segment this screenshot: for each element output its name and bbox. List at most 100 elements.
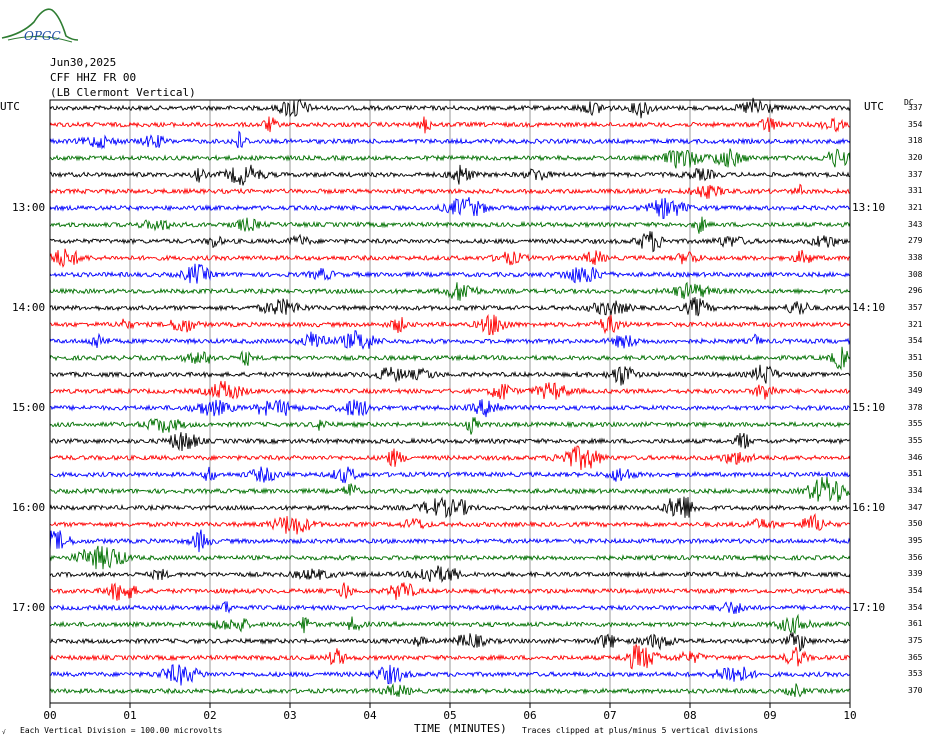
seismic-trace [49, 632, 851, 653]
seismic-trace [49, 281, 851, 301]
dc-value: 355 [908, 436, 923, 446]
right-time-label: 16:10 [852, 500, 886, 514]
x-axis-label: TIME (MINUTES) [414, 722, 507, 735]
dc-value: 339 [908, 569, 923, 579]
seismic-trace [49, 582, 851, 601]
seismic-trace [49, 398, 851, 418]
seismic-trace [49, 545, 851, 570]
x-tick-label: 08 [683, 709, 696, 722]
left-time-label: 14:00 [12, 300, 46, 314]
dc-header: DC [904, 98, 914, 107]
dc-value: 334 [908, 486, 923, 496]
right-time-label: 13:10 [852, 200, 886, 214]
dc-value: 350 [908, 369, 923, 379]
footer-corner-mark: √ [2, 729, 6, 736]
dc-value: 318 [908, 136, 923, 146]
dc-value: 349 [908, 386, 923, 396]
seismic-trace [49, 183, 850, 199]
right-time-label: 15:10 [852, 400, 886, 414]
seismic-trace [49, 197, 851, 219]
dc-value: 296 [908, 286, 923, 296]
seismic-trace [49, 477, 851, 503]
dc-value: 337 [908, 169, 923, 179]
dc-value: 361 [908, 619, 923, 629]
dc-value: 354 [908, 602, 923, 612]
seismic-trace [49, 644, 851, 670]
dc-value: 355 [908, 419, 923, 429]
x-tick-label: 06 [523, 709, 536, 722]
left-time-label: 13:00 [12, 200, 46, 214]
dc-value: 350 [908, 519, 923, 529]
left-time-label: 17:00 [12, 600, 46, 614]
seismic-traces [49, 97, 851, 698]
dc-value: 395 [908, 536, 923, 546]
dc-value: 347 [908, 502, 923, 512]
dc-value: 378 [908, 402, 923, 412]
right-time-label: 14:10 [852, 300, 886, 314]
opgc-logo: OPGC [1, 8, 79, 43]
x-tick-label: 09 [763, 709, 776, 722]
x-tick-label: 02 [203, 709, 216, 722]
seismic-trace [49, 380, 851, 400]
dc-value: 354 [908, 586, 923, 596]
left-time-label: 16:00 [12, 500, 46, 514]
seismic-trace [49, 417, 851, 435]
seismic-trace [49, 296, 851, 317]
logo-text: OPGC [24, 29, 61, 43]
header-date: Jun30,2025 [50, 56, 117, 69]
seismic-trace [49, 148, 851, 169]
dc-value: 356 [908, 552, 923, 562]
right-time-label: 17:10 [852, 600, 886, 614]
dc-value: 354 [908, 119, 923, 129]
dc-value: 279 [908, 236, 923, 246]
seismic-trace [49, 600, 851, 615]
seismic-trace [49, 613, 851, 635]
seismic-trace [49, 466, 851, 484]
seismic-trace [49, 164, 850, 186]
seismic-trace [49, 496, 851, 519]
dc-value: 351 [908, 352, 923, 362]
seismic-trace [49, 565, 851, 584]
seismic-trace [49, 263, 851, 284]
seismic-trace [49, 432, 851, 452]
right-utc-label: UTC [864, 100, 884, 113]
seismic-trace [49, 314, 851, 336]
dc-value: 337 [908, 103, 923, 112]
seismic-trace [49, 330, 851, 350]
seismic-trace [49, 216, 851, 234]
left-time-label: 15:00 [12, 400, 46, 414]
dc-value: 343 [908, 219, 923, 229]
dc-value: 357 [908, 302, 923, 312]
dc-value: 346 [908, 452, 923, 462]
x-tick-label: 04 [363, 709, 377, 722]
dc-value: 365 [908, 652, 923, 662]
seismic-trace [49, 529, 851, 553]
header-station: (LB Clermont Vertical) [50, 86, 196, 99]
dc-value: 370 [908, 686, 923, 695]
x-tick-label: 10 [843, 709, 856, 722]
seismic-trace [49, 231, 851, 253]
dc-value: 354 [908, 336, 923, 346]
logo-mountain-icon [1, 8, 79, 41]
seismic-trace [49, 130, 851, 150]
dc-value: 321 [908, 319, 923, 329]
header-channel: CFF HHZ FR 00 [50, 71, 137, 84]
x-tick-label: 00 [43, 709, 56, 722]
seismic-trace [49, 346, 851, 371]
dc-value: 321 [908, 202, 923, 212]
seismic-trace [49, 682, 851, 698]
seismic-trace [49, 248, 851, 268]
x-tick-label: 07 [603, 709, 616, 722]
x-tick-label: 05 [443, 709, 456, 722]
x-axis-ticks: 00 01 02 03 04 05 06 07 08 09 10 [43, 703, 857, 722]
plot-grid [129, 100, 771, 703]
scale-note: Each Vertical Division = 100.00 microvol… [20, 726, 223, 735]
seismic-trace [49, 97, 851, 119]
dc-value: 338 [908, 252, 923, 262]
dc-value: 353 [908, 669, 923, 679]
dc-value: 331 [908, 186, 923, 196]
dc-value: 320 [908, 152, 923, 162]
clip-note: Traces clipped at plus/minus 5 vertical … [522, 726, 759, 735]
dc-value: 351 [908, 469, 923, 479]
